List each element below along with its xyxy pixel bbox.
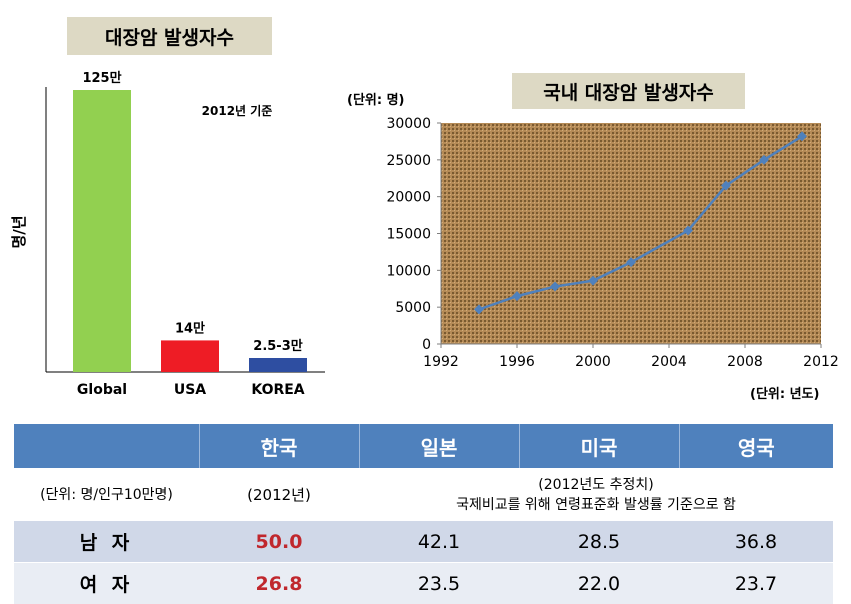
table-row: 여 자 26.8 23.5 22.0 23.7 — [14, 563, 833, 604]
cell-female-uk: 23.7 — [679, 563, 833, 604]
y-tick-label: 0 — [422, 337, 431, 353]
table-row: 남 자 50.0 42.1 28.5 36.8 — [14, 521, 833, 563]
y-tick-label: 30000 — [386, 116, 431, 132]
x-tick-label: 2004 — [651, 354, 687, 370]
cell-male-uk: 36.8 — [679, 521, 833, 563]
header-usa: 미국 — [519, 424, 679, 468]
x-tick-label: 1992 — [423, 354, 459, 370]
cell-male-korea: 50.0 — [199, 521, 359, 563]
y-tick-label: 20000 — [386, 190, 431, 206]
header-uk: 영국 — [679, 424, 833, 468]
y-tick-label: 10000 — [386, 263, 431, 279]
cell-female-usa: 22.0 — [519, 563, 679, 604]
incidence-table: 한국 일본 미국 영국 (단위: 명/인구10만명) (2012년) (2012… — [14, 424, 833, 604]
x-tick-label: 2000 — [575, 354, 611, 370]
estimate-note-line1: (2012년도 추정치) — [359, 474, 833, 494]
row-label-female: 여 자 — [14, 563, 199, 604]
table-header-row: 한국 일본 미국 영국 — [14, 424, 833, 468]
cell-male-usa: 28.5 — [519, 521, 679, 563]
cell-female-korea: 26.8 — [199, 563, 359, 604]
row-label-male: 남 자 — [14, 521, 199, 563]
x-tick-label: 2008 — [727, 354, 763, 370]
cell-male-japan: 42.1 — [359, 521, 519, 563]
korea-year: (2012년) — [199, 468, 359, 521]
header-korea: 한국 — [199, 424, 359, 468]
y-tick-label: 5000 — [395, 300, 431, 316]
x-tick-label: 1996 — [499, 354, 535, 370]
y-tick-label: 25000 — [386, 153, 431, 169]
estimate-note: (2012년도 추정치) 국제비교를 위해 연령표준화 발생률 기준으로 함 — [359, 468, 833, 521]
table-note-row: (단위: 명/인구10만명) (2012년) (2012년도 추정치) 국제비교… — [14, 468, 833, 521]
y-tick-label: 15000 — [386, 227, 431, 243]
header-japan: 일본 — [359, 424, 519, 468]
estimate-note-line2: 국제비교를 위해 연령표준화 발생률 기준으로 함 — [359, 494, 833, 514]
header-blank — [14, 424, 199, 468]
line-chart: 0 5000 10000 15000 20000 25000 30000 1992 1996 20… — [0, 0, 851, 410]
unit-label: (단위: 명/인구10만명) — [14, 468, 199, 521]
cell-female-japan: 23.5 — [359, 563, 519, 604]
x-tick-label: 2012 — [803, 354, 839, 370]
